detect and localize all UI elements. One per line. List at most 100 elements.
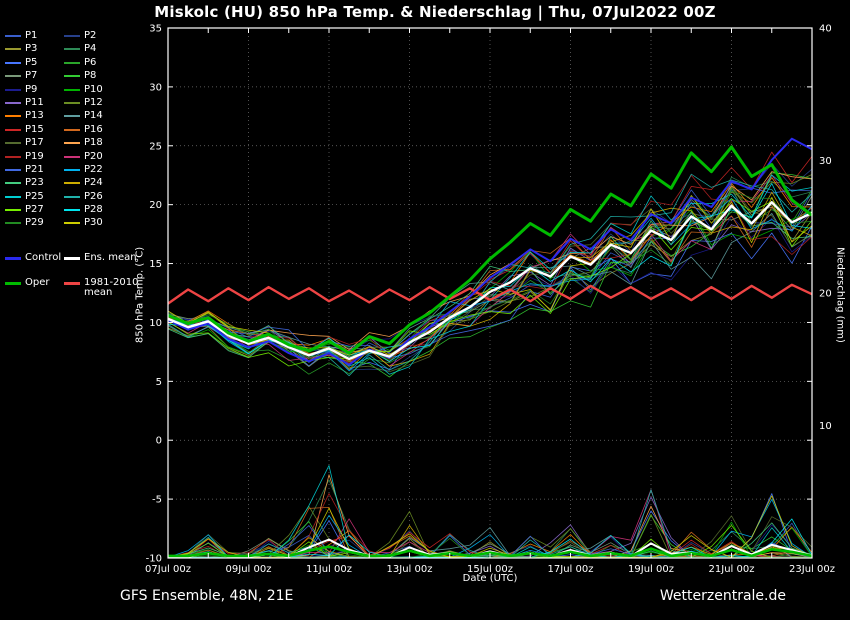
legend-member-P13-swatch [5, 115, 21, 118]
legend-member-P21-swatch [5, 168, 21, 171]
x-tick-label: 07Jul 00z [145, 564, 191, 575]
legend-member-P15-label: P15 [25, 123, 44, 135]
legend-member-P17: P17 [5, 138, 62, 148]
y-right-tick-label: 20 [819, 289, 832, 300]
legend-member-P18-swatch [64, 142, 80, 145]
legend-member-P16-swatch [64, 128, 80, 131]
legend-member-P25: P25 [5, 191, 62, 202]
legend-member-P30-label: P30 [84, 217, 103, 229]
x-tick-label: 13Jul 00z [387, 564, 433, 575]
legend-member-P28: P28 [64, 205, 163, 215]
legend-member-P20-swatch [64, 155, 80, 158]
legend-member-P7-label: P7 [25, 70, 38, 82]
x-tick-label: 09Jul 00z [226, 564, 272, 575]
legend-member-P28-swatch [64, 209, 80, 212]
legend-member-P14-label: P14 [84, 110, 103, 122]
y-left-tick-label: 10 [149, 318, 162, 329]
legend-member-P20: P20 [64, 150, 163, 162]
y-left-tick-label: 30 [149, 82, 162, 93]
y-left-tick-label: -5 [152, 495, 162, 506]
legend-member-P13-label: P13 [25, 110, 44, 122]
legend-member-P26-label: P26 [84, 190, 103, 202]
legend-member-P27-swatch [5, 209, 21, 212]
member-temp-line [167, 187, 813, 375]
legend-member-P19-swatch [5, 155, 21, 158]
legend-ens-mean-swatch [64, 257, 80, 261]
x-tick-label: 23Jul 00z [789, 564, 835, 575]
member-temp-line [167, 190, 813, 361]
legend-member-P6: P6 [64, 57, 163, 68]
legend-member-P28-label: P28 [84, 204, 103, 216]
member-precip-line [167, 489, 812, 558]
member-precip-line [168, 505, 813, 558]
legend-member-P30: P30 [64, 218, 163, 228]
legend-control-label: Control [25, 252, 62, 264]
legend-ens-mean-label: Ens. mean [84, 252, 137, 264]
ens-mean-line [167, 201, 813, 361]
y-axis-label-right: Niederschlag (mm) [834, 247, 846, 343]
legend-member-P11-label: P11 [25, 96, 44, 108]
member-temp-line [167, 225, 813, 370]
legend-member-P6-swatch [64, 61, 80, 64]
legend-oper: Oper [5, 278, 62, 298]
legend-member-P17-label: P17 [25, 137, 44, 149]
legend-member-P12: P12 [64, 96, 163, 108]
legend-member-P17-swatch [5, 142, 21, 145]
y-left-tick-label: 5 [156, 377, 162, 388]
legend-member-P1-swatch [5, 35, 21, 37]
x-tick-label: 21Jul 00z [709, 564, 755, 575]
y-left-tick-label: 0 [156, 436, 162, 447]
legend-member-P22-label: P22 [84, 163, 103, 175]
y-right-tick-label: 10 [819, 421, 832, 432]
legend-member-P21: P21 [5, 163, 62, 175]
legend-member-P20-label: P20 [84, 150, 103, 162]
legend-member-P5: P5 [5, 57, 62, 68]
member-temp-line [167, 173, 813, 377]
legend-climate-mean-swatch [64, 282, 80, 286]
legend-member-P10-swatch [64, 88, 80, 91]
legend-member-P9-label: P9 [25, 83, 38, 95]
legend-member-P3-swatch [5, 48, 21, 51]
legend-member-P27-label: P27 [25, 204, 44, 216]
legend-member-P24-swatch [64, 182, 80, 185]
legend-member-P10: P10 [64, 84, 163, 95]
x-tick-label: 15Jul 00z [467, 564, 513, 575]
legend-member-P21-label: P21 [25, 163, 44, 175]
legend-member-P12-label: P12 [84, 96, 103, 108]
legend-member-P13: P13 [5, 111, 62, 121]
legend-member-P29: P29 [5, 218, 62, 228]
legend-member-P23-label: P23 [25, 177, 44, 189]
legend-member-P23: P23 [5, 178, 62, 188]
chart-title: Miskolc (HU) 850 hPa Temp. & Niederschla… [154, 3, 716, 21]
y-axis-label-left: 850 hPa Temp. (°C) [134, 246, 146, 344]
legend-member-P8: P8 [64, 71, 163, 81]
legend-member-P9: P9 [5, 83, 62, 95]
legend-oper-swatch [5, 282, 21, 286]
legend-member-P25-swatch [5, 195, 21, 198]
legend-member-P11: P11 [5, 96, 62, 108]
x-axis-label: Date (UTC) [462, 573, 518, 584]
legend-member-P1: P1 [5, 31, 62, 41]
legend-member-P11-swatch [5, 101, 21, 104]
legend-member-P9-swatch [5, 88, 21, 91]
legend-member-P14: P14 [64, 111, 163, 121]
oper-line [167, 145, 813, 355]
legend-member-P23-swatch [5, 182, 21, 185]
legend-member-P4-label: P4 [84, 43, 97, 55]
legend-member-P18: P18 [64, 138, 163, 148]
legend-member-P5-swatch [5, 61, 21, 64]
x-tick-label: 17Jul 00z [548, 564, 594, 575]
footer-brand: Wetterzentrale.de [659, 588, 786, 604]
legend: P1 P2 P3 P4 P5 P6 P7 P8 P9 P10 P11 P12 P13 P14 P15 P16 P… [5, 31, 165, 298]
x-tick-label: 19Jul 00z [628, 564, 674, 575]
y-right-tick-label: 30 [819, 156, 832, 167]
legend-member-P16: P16 [64, 124, 163, 135]
legend-member-P24-label: P24 [84, 177, 103, 189]
legend-member-P2-label: P2 [84, 30, 97, 41]
legend-member-P22: P22 [64, 163, 163, 175]
legend-control-swatch [5, 257, 21, 261]
legend-member-P1-label: P1 [25, 30, 38, 41]
legend-member-P24: P24 [64, 178, 163, 188]
